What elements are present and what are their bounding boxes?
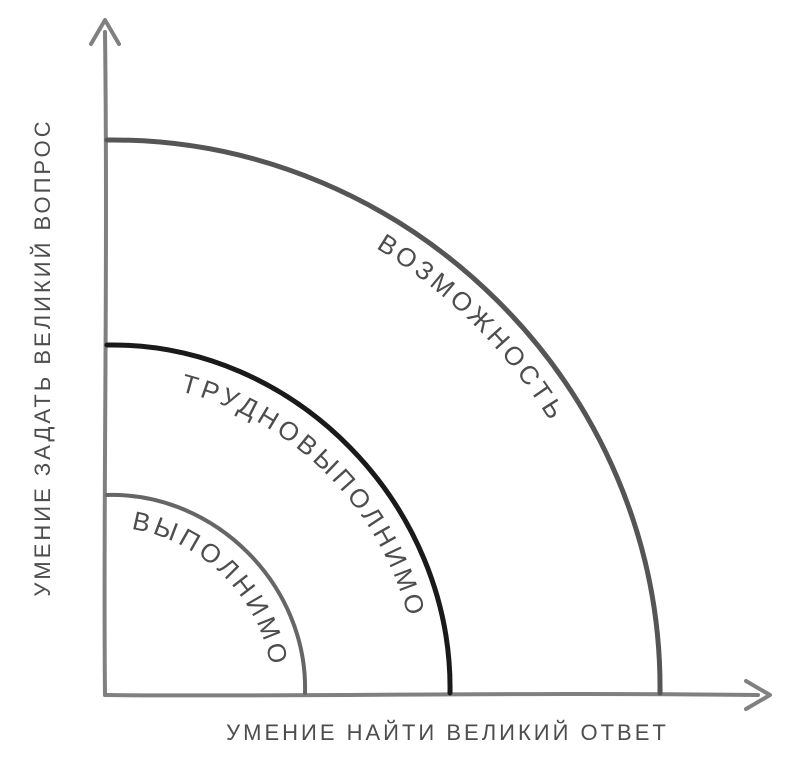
arc-outer bbox=[107, 140, 660, 693]
diagram-container: ВЫПОЛНИМО ТРУДНОВЫПОЛНИМО ВОЗМОЖНОСТЬ УМ… bbox=[0, 0, 790, 772]
y-axis-label: УМЕНИЕ ЗАДАТЬ ВЕЛИКИЙ ВОПРОС bbox=[30, 118, 55, 596]
arc-label-outer: ВОЗМОЖНОСТЬ bbox=[373, 228, 573, 428]
x-axis-label: УМЕНИЕ НАЙТИ ВЕЛИКИЙ ОТВЕТ bbox=[226, 720, 669, 745]
y-axis bbox=[105, 32, 106, 695]
arc-label-inner: ВЫПОЛНИМО bbox=[130, 505, 295, 670]
diagram-svg: ВЫПОЛНИМО ТРУДНОВЫПОЛНИМО ВОЗМОЖНОСТЬ УМ… bbox=[0, 0, 790, 772]
